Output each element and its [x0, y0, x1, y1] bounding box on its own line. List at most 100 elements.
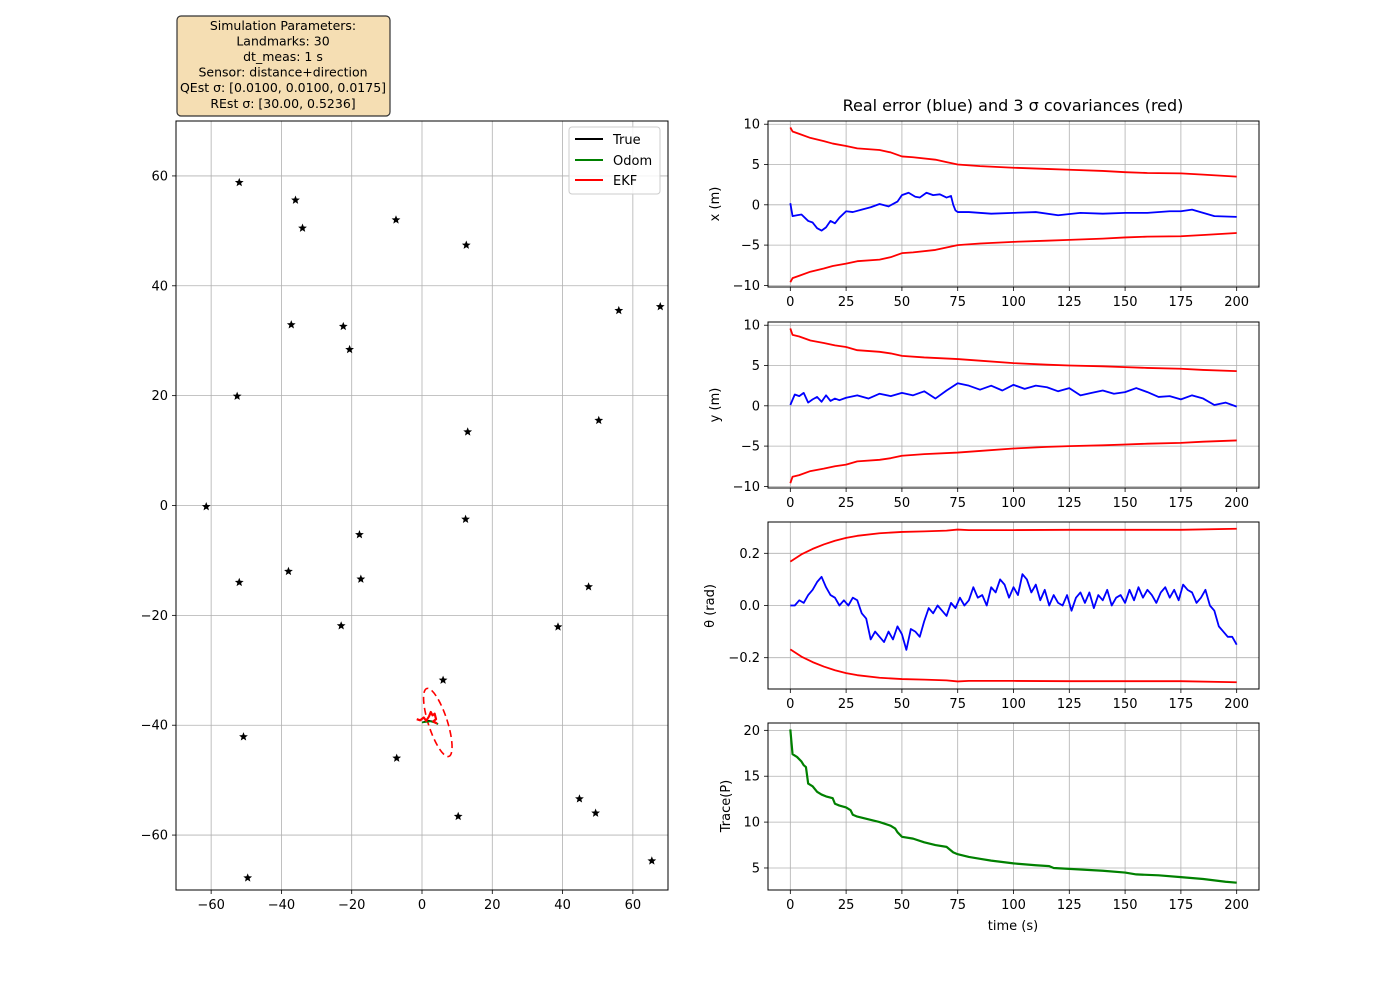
theta-error-xtick-label-6: 150 — [1113, 697, 1138, 712]
y-error-data — [789, 328, 1237, 484]
legend-label-true: True — [612, 133, 641, 148]
trace-xtick-label-5: 125 — [1057, 898, 1082, 913]
map-ticks: −60 −40 −20 0 20 40 60 −60 −40 −20 0 20 40 60 — [141, 169, 642, 913]
x-error-ytick-label-1: −5 — [741, 239, 760, 254]
landmark-25 — [575, 794, 584, 803]
theta-error-xtick-label-8: 200 — [1224, 697, 1249, 712]
trace-xtick-label-8: 200 — [1224, 898, 1249, 913]
trace-ytick-label-3: 20 — [743, 724, 760, 739]
x-error-xtick-label-8: 200 — [1224, 295, 1249, 310]
y-error-xtick-label-6: 150 — [1113, 496, 1138, 511]
landmark-28 — [647, 856, 657, 865]
x-error-xtick-label-7: 175 — [1168, 295, 1193, 310]
landmark-20 — [336, 621, 346, 630]
y-error-ytick-label-0: −10 — [733, 480, 760, 495]
map-ytick-label-5: 40 — [151, 279, 168, 294]
x-error-ticks: 0 25 50 75 100 125 150 175 200 −10 −5 0 5 10 — [733, 118, 1250, 310]
map-xtick-label-5: 40 — [554, 898, 571, 913]
y-error-xtick-label-5: 125 — [1057, 496, 1082, 511]
landmark-29 — [243, 873, 253, 882]
y-error-xtick-label-2: 50 — [894, 496, 911, 511]
legend-label-odom: Odom — [613, 154, 652, 169]
x-error-ylabel: x (m) — [708, 187, 723, 222]
landmark-14 — [461, 514, 470, 523]
params-box: Simulation Parameters: Landmarks: 30 dt_… — [176, 15, 391, 117]
ekf-covariance-ellipse — [422, 687, 453, 758]
x-error-xtick-label-0: 0 — [786, 295, 794, 310]
trace-xtick-label-0: 0 — [786, 898, 794, 913]
y-error-ytick-label-3: 5 — [752, 359, 760, 374]
y-error-series-error-2 — [789, 382, 1237, 408]
theta-error-data — [789, 527, 1238, 684]
trace-ytick-label-1: 10 — [743, 816, 760, 831]
y-error-xtick-label-4: 100 — [1001, 496, 1026, 511]
map-ytick-label-2: −20 — [141, 609, 168, 624]
landmark-21 — [553, 622, 563, 631]
params-box-background — [176, 15, 391, 117]
theta-error-grid — [768, 522, 1259, 689]
map-xtick-label-1: −40 — [268, 898, 295, 913]
theta-error-series-sigma-0 — [789, 527, 1237, 563]
trajectory-ekf — [416, 710, 438, 725]
y-error-plot: 0 25 50 75 100 125 150 175 200 −10 −5 0 5 10 y (m) — [708, 319, 1260, 511]
landmark-17 — [356, 574, 366, 583]
trace-plot: 0 25 50 75 100 125 150 175 200 5 10 15 20 Trace(P) t… — [719, 722, 1260, 934]
landmark-10 — [232, 391, 242, 400]
theta-error-xtick-label-4: 100 — [1001, 697, 1026, 712]
x-error-ytick-label-0: −10 — [733, 279, 760, 294]
map-ytick-label-1: −40 — [141, 719, 168, 734]
params-line-1: Simulation Parameters: — [210, 18, 356, 33]
trace-xtick-label-1: 25 — [838, 898, 855, 913]
theta-error-series-sigma-1 — [789, 648, 1237, 684]
landmark-9 — [345, 344, 354, 354]
landmark-6 — [655, 302, 665, 311]
theta-error-series-error-2 — [790, 573, 1238, 651]
trace-xtick-label-7: 175 — [1168, 898, 1193, 913]
y-error-xtick-label-8: 200 — [1224, 496, 1249, 511]
y-error-xtick-label-1: 25 — [838, 496, 855, 511]
landmark-2 — [298, 223, 307, 232]
error-plots-title: Real error (blue) and 3 σ covariances (r… — [843, 96, 1184, 115]
theta-error-ylabel: θ (rad) — [703, 584, 718, 628]
x-error-xtick-label-1: 25 — [838, 295, 855, 310]
legend-label-ekf: EKF — [613, 174, 637, 189]
x-error-series-sigma-0 — [789, 127, 1237, 178]
params-line-6: REst σ: [30.00, 0.5236] — [210, 96, 355, 111]
y-error-ylabel: y (m) — [708, 388, 723, 423]
landmark-15 — [355, 530, 364, 539]
map-grid — [176, 121, 668, 890]
theta-error-xtick-label-1: 25 — [838, 697, 855, 712]
landmark-26 — [591, 808, 600, 817]
x-error-ytick-label-4: 10 — [743, 118, 760, 133]
landmark-0 — [234, 177, 244, 187]
y-error-ytick-label-1: −5 — [741, 440, 760, 455]
landmark-13 — [201, 502, 211, 511]
map-xtick-label-4: 20 — [484, 898, 501, 913]
x-error-xtick-label-4: 100 — [1001, 295, 1026, 310]
landmark-18 — [234, 577, 244, 587]
trace-data — [789, 729, 1237, 884]
x-error-plot: Real error (blue) and 3 σ covariances (r… — [708, 96, 1260, 310]
landmark-11 — [594, 415, 604, 425]
landmark-27 — [453, 811, 463, 821]
y-error-ytick-label-4: 10 — [743, 319, 760, 334]
params-line-4: Sensor: distance+direction — [198, 65, 367, 80]
x-error-ytick-label-3: 5 — [752, 158, 760, 173]
landmark-12 — [463, 427, 473, 436]
trace-xtick-label-3: 75 — [949, 898, 966, 913]
trace-xlabel: time (s) — [988, 919, 1038, 934]
theta-error-ytick-label-0: −0.2 — [728, 651, 760, 666]
x-error-xtick-label-2: 50 — [894, 295, 911, 310]
landmark-22 — [438, 675, 448, 684]
trace-ticks: 0 25 50 75 100 125 150 175 200 5 10 15 20 — [743, 724, 1249, 913]
map-legend: True Odom EKF — [568, 126, 661, 195]
theta-error-plot: 0 25 50 75 100 125 150 175 200 −0.2 0.0 0.2 θ (rad) — [703, 521, 1260, 712]
theta-error-xtick-label-5: 125 — [1057, 697, 1082, 712]
landmark-4 — [461, 240, 471, 249]
x-error-grid — [768, 121, 1259, 287]
landmark-1 — [291, 195, 300, 204]
map-data — [201, 177, 665, 882]
map-plot: −60 −40 −20 0 20 40 60 −60 −40 −20 0 20 40 60 True Od… — [141, 120, 669, 913]
legend-box — [568, 126, 661, 195]
